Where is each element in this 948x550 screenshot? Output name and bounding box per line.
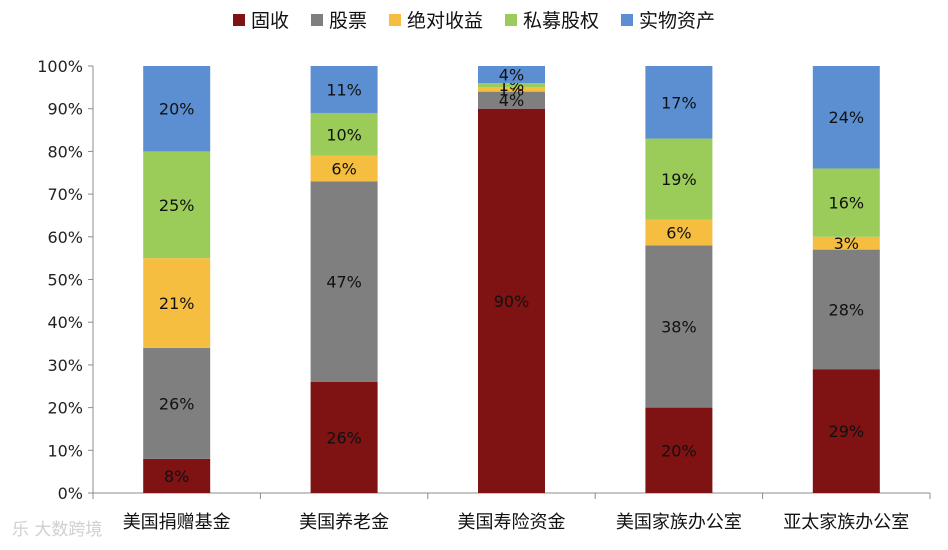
bar-segment xyxy=(478,66,545,84)
data-label: 4% xyxy=(499,66,524,85)
data-label: 19% xyxy=(661,170,697,189)
data-label: 47% xyxy=(326,273,362,292)
y-tick-label: 0% xyxy=(58,484,83,503)
bar-segment xyxy=(310,112,378,156)
x-category-label: 美国寿险资金 xyxy=(458,512,566,533)
y-tick-label: 10% xyxy=(47,441,83,460)
data-label: 20% xyxy=(661,441,697,460)
y-tick-label: 20% xyxy=(47,399,83,418)
legend-item: 固收 xyxy=(232,6,289,33)
y-tick-label: 90% xyxy=(47,100,83,119)
legend: 固收 股票 绝对收益 私募股权 实物资产 xyxy=(0,6,948,33)
bar-segment xyxy=(812,369,880,493)
bar-segment xyxy=(143,347,211,459)
legend-swatch xyxy=(310,13,323,26)
y-tick-label: 100% xyxy=(37,57,83,76)
bar-segment xyxy=(143,258,211,348)
legend-swatch xyxy=(505,13,517,26)
y-tick-label: 60% xyxy=(47,228,83,247)
bar-segment xyxy=(478,83,545,88)
bar-segment xyxy=(310,381,378,493)
legend-item: 实物资产 xyxy=(621,6,715,33)
bar-segment xyxy=(310,66,378,113)
bar-segment xyxy=(812,168,880,237)
y-tick-label: 80% xyxy=(47,142,83,161)
data-label: 4% xyxy=(499,91,524,110)
legend-swatch xyxy=(232,13,245,26)
legend-label: 股票 xyxy=(328,10,367,32)
y-tick-label: 70% xyxy=(47,185,83,204)
bar-segment xyxy=(143,151,211,259)
bar-segment xyxy=(812,249,880,370)
data-label: 38% xyxy=(661,317,697,336)
data-label: 21% xyxy=(159,294,195,313)
x-category-label: 亚太家族办公室 xyxy=(783,512,909,533)
bar-segment xyxy=(310,181,378,382)
bar-segment xyxy=(143,66,211,152)
data-label: 3% xyxy=(834,234,859,253)
data-label: 25% xyxy=(159,196,195,215)
x-category-label: 美国家族办公室 xyxy=(616,512,742,533)
data-label: 10% xyxy=(326,125,362,144)
data-label: 28% xyxy=(829,300,865,319)
bar-segment xyxy=(645,245,713,408)
bar-segment xyxy=(645,138,713,220)
bar-segment xyxy=(812,66,880,169)
data-label: 17% xyxy=(661,93,697,112)
y-tick-label: 40% xyxy=(47,313,83,332)
legend-item: 绝对收益 xyxy=(388,6,483,33)
bar-segment xyxy=(478,91,545,109)
bar-segment xyxy=(645,219,713,246)
legend-item: 私募股权 xyxy=(505,6,599,33)
legend-label: 绝对收益 xyxy=(406,10,483,32)
data-label: 6% xyxy=(331,159,356,178)
data-label: 29% xyxy=(829,422,865,441)
data-label: 6% xyxy=(666,224,691,243)
bar-segment xyxy=(478,87,545,92)
bar-segment xyxy=(645,407,713,493)
data-label: 8% xyxy=(164,467,189,486)
x-category-label: 美国养老金 xyxy=(299,512,389,533)
legend-label: 实物资产 xyxy=(639,10,716,32)
data-label: 26% xyxy=(159,394,195,413)
watermark: 乐 大数跨境 xyxy=(12,520,103,540)
data-label: 20% xyxy=(159,100,195,119)
y-tick-label: 50% xyxy=(47,271,83,290)
legend-label: 私募股权 xyxy=(523,10,600,32)
legend-swatch xyxy=(388,13,401,26)
bar-segment xyxy=(310,155,378,182)
data-label: 24% xyxy=(829,108,865,127)
x-category-label: 美国捐赠基金 xyxy=(123,512,231,533)
y-tick-label: 30% xyxy=(47,356,83,375)
data-label: 90% xyxy=(494,292,530,311)
data-label: 16% xyxy=(829,194,865,213)
legend-swatch xyxy=(621,13,634,26)
legend-item: 股票 xyxy=(310,6,367,33)
bar-segment xyxy=(645,66,713,139)
bar-segment xyxy=(478,108,545,493)
data-label: 11% xyxy=(326,80,362,99)
bar-segment xyxy=(143,458,211,493)
data-label: 26% xyxy=(326,428,362,447)
legend-label: 固收 xyxy=(250,10,289,32)
bar-segment xyxy=(812,236,880,250)
